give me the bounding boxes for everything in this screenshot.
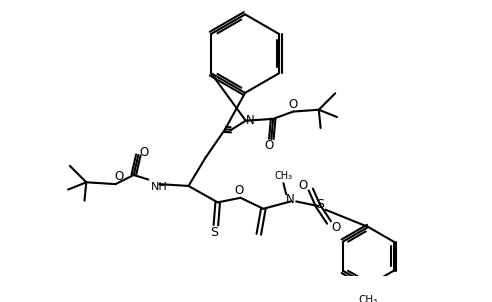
Text: O: O: [332, 220, 341, 233]
Text: S: S: [210, 226, 218, 239]
Text: CH₃: CH₃: [359, 295, 378, 302]
Text: O: O: [264, 139, 273, 152]
Text: O: O: [289, 98, 298, 111]
Text: O: O: [115, 170, 124, 183]
Text: CH₃: CH₃: [275, 171, 292, 181]
Text: O: O: [299, 178, 308, 191]
Text: NH: NH: [151, 182, 168, 192]
Text: S: S: [316, 198, 324, 211]
Text: O: O: [234, 184, 244, 197]
Text: N: N: [246, 114, 255, 127]
Text: O: O: [139, 146, 149, 159]
Text: N: N: [286, 193, 295, 206]
